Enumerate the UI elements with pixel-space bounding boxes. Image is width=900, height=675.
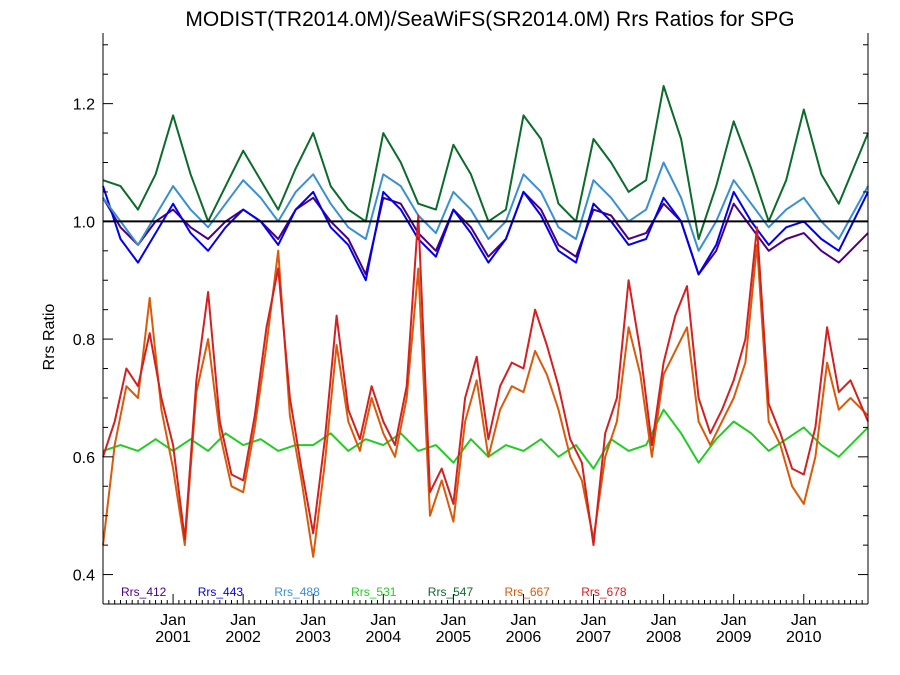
x-tick-month: Jan xyxy=(300,612,326,629)
legend-entry-rrs-547: Rrs_547 xyxy=(428,585,474,599)
x-axis: Jan2001Jan2002Jan2003Jan2004Jan2005Jan20… xyxy=(108,594,863,646)
series-line-rrs-443 xyxy=(102,185,869,282)
chart-title: MODIST(TR2014.0M)/SeaWiFS(SR2014.0M) Rrs… xyxy=(185,8,794,31)
x-tick-year: 2001 xyxy=(155,629,191,646)
x-tick-month: Jan xyxy=(230,612,256,629)
series-line-rrs-678 xyxy=(102,214,869,547)
y-tick-label: 0.8 xyxy=(73,332,95,349)
x-tick-month: Jan xyxy=(370,612,396,629)
y-axis-label: Rrs Ratio xyxy=(41,304,58,371)
y-tick-label: 1.0 xyxy=(73,214,95,231)
x-tick-year: 2007 xyxy=(576,629,612,646)
legend: Rrs_412 Rrs_443 Rrs_488 Rrs_531 Rrs_547 Rrs_6… xyxy=(121,585,627,599)
x-tick-month: Jan xyxy=(791,612,817,629)
y-tick-label: 0.4 xyxy=(73,568,95,585)
x-tick-year: 2003 xyxy=(295,629,331,646)
legend-entry-rrs-531: Rrs_531 xyxy=(351,585,397,599)
x-tick-year: 2008 xyxy=(646,629,682,646)
series-line-rrs-488 xyxy=(102,161,869,252)
x-tick-month: Jan xyxy=(160,612,186,629)
x-tick-year: 2010 xyxy=(786,629,822,646)
x-tick-year: 2005 xyxy=(436,629,472,646)
legend-entry-rrs-678: Rrs_678 xyxy=(581,585,627,599)
y-tick-label: 1.2 xyxy=(73,97,95,114)
legend-entry-rrs-443: Rrs_443 xyxy=(198,585,244,599)
legend-entry-rrs-412: Rrs_412 xyxy=(121,585,167,599)
x-tick-month: Jan xyxy=(651,612,677,629)
x-tick-year: 2002 xyxy=(225,629,261,646)
series-line-rrs-531 xyxy=(102,408,869,470)
series-line-rrs-547 xyxy=(102,85,869,240)
x-tick-month: Jan xyxy=(440,612,466,629)
plot-lines xyxy=(102,85,869,558)
series-line-rrs-412 xyxy=(102,190,869,276)
x-tick-month: Jan xyxy=(721,612,747,629)
series-line-rrs-667 xyxy=(102,243,869,558)
x-tick-year: 2009 xyxy=(716,629,752,646)
y-axis: 0.4 0.6 0.8 1.0 1.2 xyxy=(73,44,868,605)
legend-entry-rrs-488: Rrs_488 xyxy=(274,585,320,599)
x-tick-month: Jan xyxy=(581,612,607,629)
y-tick-label: 0.6 xyxy=(73,450,95,467)
x-tick-year: 2006 xyxy=(506,629,542,646)
x-tick-year: 2004 xyxy=(366,629,402,646)
plot-frame xyxy=(102,33,869,605)
legend-entry-rrs-667: Rrs_667 xyxy=(505,585,551,599)
x-tick-month: Jan xyxy=(511,612,537,629)
